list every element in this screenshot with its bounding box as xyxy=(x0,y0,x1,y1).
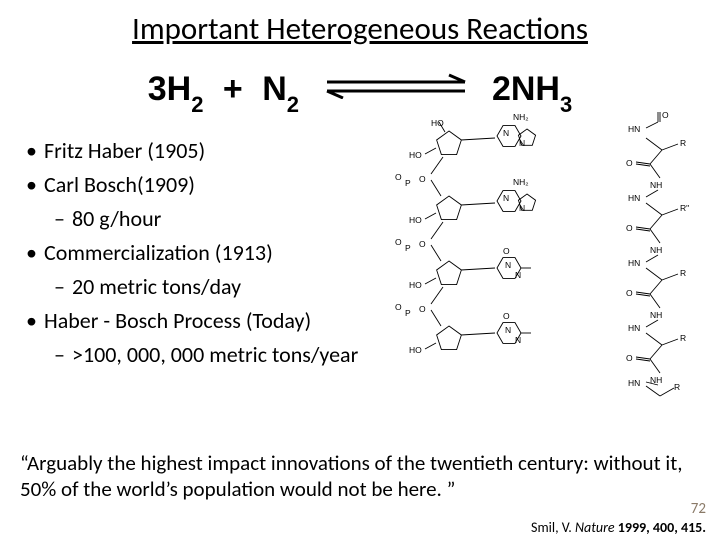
svg-text:NH₂: NH₂ xyxy=(513,112,529,122)
svg-text:O: O xyxy=(662,110,669,120)
svg-text:O: O xyxy=(395,237,402,247)
svg-text:P: P xyxy=(405,308,411,318)
reactant-2-coef: N xyxy=(262,70,287,108)
equilibrium-arrow xyxy=(321,69,471,108)
page-number: 72 xyxy=(691,500,706,518)
svg-text:N: N xyxy=(503,193,509,203)
svg-text:O: O xyxy=(419,174,426,184)
svg-text:HO: HO xyxy=(409,280,422,290)
svg-text:R: R xyxy=(674,382,680,392)
svg-text:R: R xyxy=(680,333,686,343)
svg-text:N: N xyxy=(505,260,511,270)
svg-text:HO: HO xyxy=(409,215,422,225)
citation-yvp: 1999, 400, 415. xyxy=(618,519,706,536)
sub-list-item: 80 g/hour xyxy=(24,202,399,236)
svg-text:O: O xyxy=(626,158,633,168)
svg-text:NH: NH xyxy=(650,310,662,320)
svg-text:N: N xyxy=(519,138,525,148)
list-item: Fritz Haber (1905) xyxy=(24,134,399,168)
svg-text:N: N xyxy=(519,203,525,213)
svg-text:O: O xyxy=(395,302,402,312)
citation: Smil, V. Nature 1999, 400, 415. xyxy=(531,519,706,536)
quote-text: “Arguably the highest impact innovations… xyxy=(20,450,700,503)
svg-text:N: N xyxy=(503,128,509,138)
svg-text:O: O xyxy=(395,172,402,182)
svg-text:O: O xyxy=(419,304,426,314)
svg-text:N: N xyxy=(515,270,521,280)
svg-text:N: N xyxy=(515,335,521,345)
svg-text:N: N xyxy=(505,325,511,335)
bullet-list: Fritz Haber (1905)Carl Bosch(1909)80 g/h… xyxy=(24,134,399,373)
svg-text:HO: HO xyxy=(409,345,422,355)
reactant-2-sub: 2 xyxy=(287,92,299,117)
molecular-structure-diagram: HONH₂NNOPOHOHONH₂NNOPOHOONNOPOHOONNOHNRO… xyxy=(399,134,696,373)
svg-text:R": R" xyxy=(680,203,689,213)
svg-text:O: O xyxy=(626,223,633,233)
svg-text:O: O xyxy=(503,246,510,256)
citation-author: Smil, V. xyxy=(531,519,575,536)
plus-sign: + xyxy=(223,70,243,108)
svg-text:HN: HN xyxy=(628,258,640,268)
reactant-1-sub: 2 xyxy=(191,92,203,117)
svg-text:P: P xyxy=(405,178,411,188)
svg-text:O: O xyxy=(419,239,426,249)
svg-text:HN: HN xyxy=(628,323,640,333)
slide-title: Important Heterogeneous Reactions xyxy=(0,0,720,56)
svg-text:R: R xyxy=(680,138,686,148)
svg-text:O: O xyxy=(626,353,633,363)
svg-text:O: O xyxy=(626,288,633,298)
svg-text:NH: NH xyxy=(650,245,662,255)
svg-text:HO: HO xyxy=(409,150,422,160)
svg-text:HN: HN xyxy=(628,124,640,134)
svg-text:HN: HN xyxy=(628,378,640,388)
svg-text:R: R xyxy=(680,268,686,278)
list-item: Commercialization (1913) xyxy=(24,236,399,270)
sub-list-item: >100, 000, 000 metric tons/year xyxy=(24,338,399,372)
product-coef: 2NH xyxy=(492,70,560,108)
svg-text:NH₂: NH₂ xyxy=(513,177,529,187)
list-item: Haber - Bosch Process (Today) xyxy=(24,304,399,338)
reactant-1-coef: 3H xyxy=(148,70,191,108)
sub-list-item: 20 metric tons/day xyxy=(24,270,399,304)
svg-text:HN: HN xyxy=(628,193,640,203)
list-item: Carl Bosch(1909) xyxy=(24,168,399,202)
svg-text:P: P xyxy=(405,243,411,253)
svg-text:O: O xyxy=(503,311,510,321)
svg-text:NH: NH xyxy=(650,180,662,190)
citation-journal: Nature xyxy=(575,519,618,536)
